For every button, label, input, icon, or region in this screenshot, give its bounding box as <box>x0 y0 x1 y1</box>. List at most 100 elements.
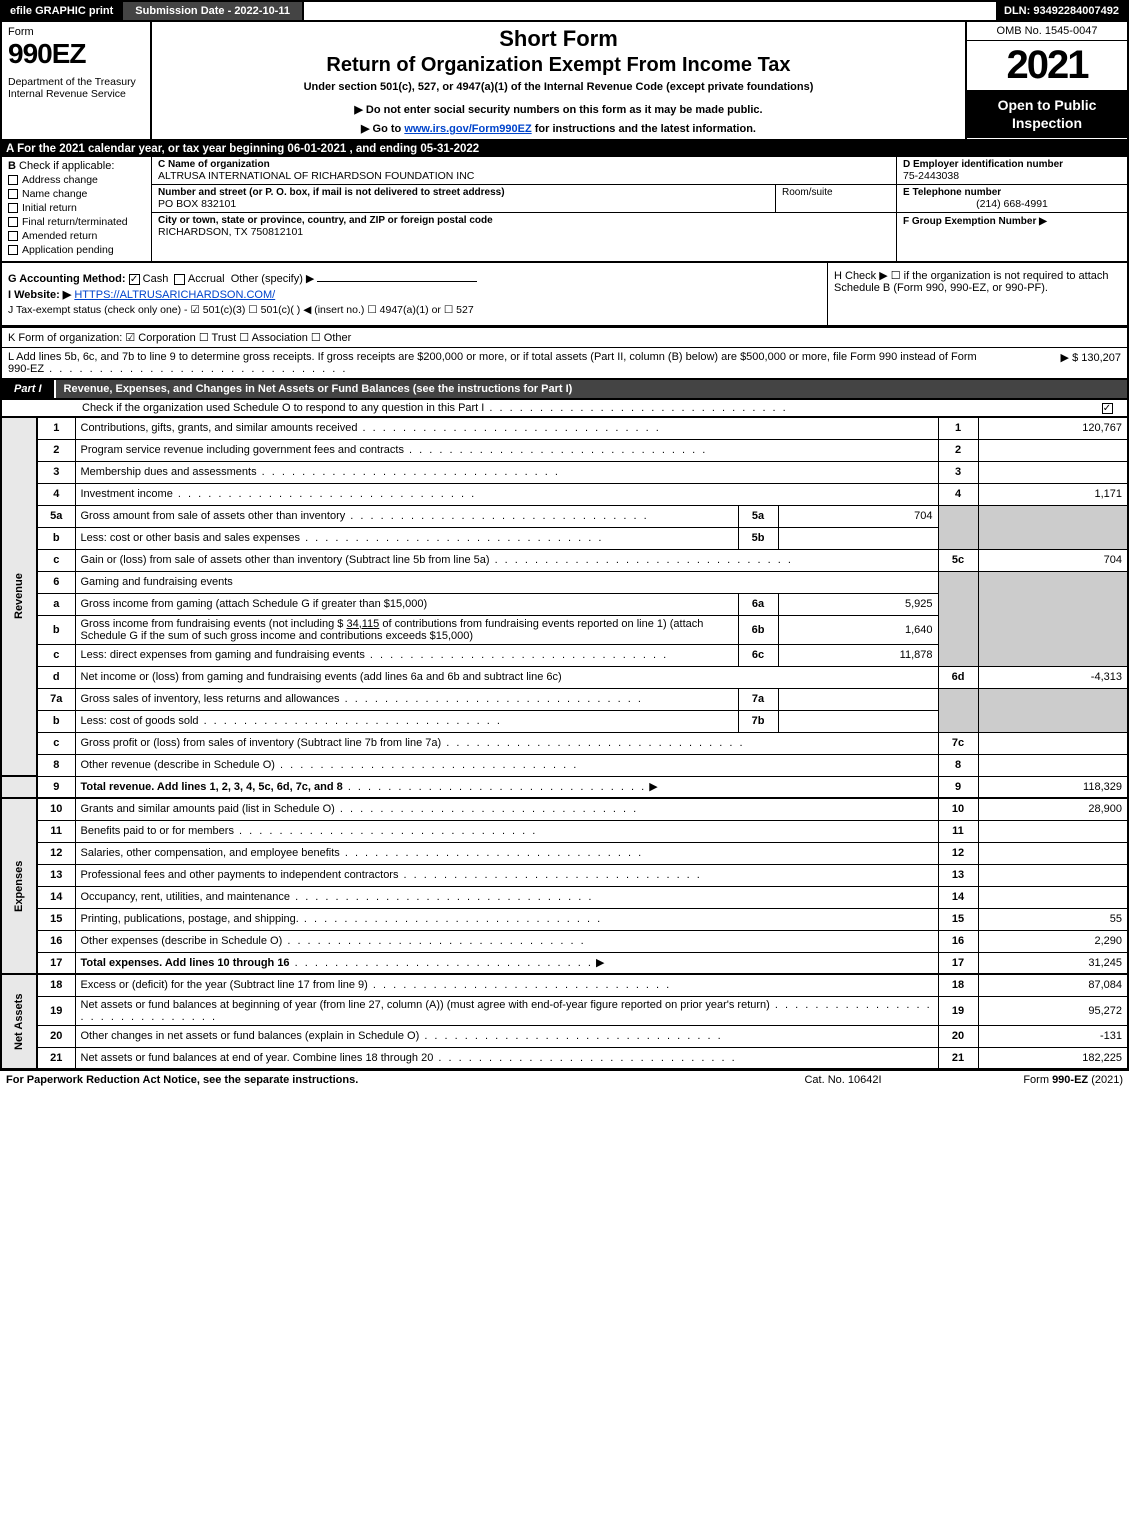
D-ein: D Employer identification number 75-2443… <box>897 157 1127 185</box>
E-tel: E Telephone number (214) 668-4991 <box>897 185 1127 213</box>
sublbl-6c: 6c <box>738 644 778 666</box>
efile-label[interactable]: efile GRAPHIC print <box>2 2 123 20</box>
desc-5a: Gross amount from sale of assets other t… <box>75 505 738 527</box>
desc-20: Other changes in net assets or fund bala… <box>75 1025 938 1047</box>
grp-lbl: F Group Exemption Number ▶ <box>903 216 1047 227</box>
opt-label: Name change <box>22 188 87 200</box>
ln-1: 1 <box>37 417 75 439</box>
ln-10: 10 <box>37 798 75 820</box>
ln-6c: c <box>37 644 75 666</box>
6b-pre: Gross income from fundraising events (no… <box>81 618 347 630</box>
num-20: 20 <box>938 1025 978 1047</box>
ln-14: 14 <box>37 886 75 908</box>
desc-9: Total revenue. Add lines 1, 2, 3, 4, 5c,… <box>75 776 938 798</box>
val-8 <box>978 754 1128 776</box>
ln-13: 13 <box>37 864 75 886</box>
subval-5a: 704 <box>778 505 938 527</box>
ln-20: 20 <box>37 1025 75 1047</box>
num-11: 11 <box>938 820 978 842</box>
opt-name-change[interactable]: Name change <box>8 188 145 200</box>
G-accrual: Accrual <box>188 273 225 285</box>
col-D: D Employer identification number 75-2443… <box>897 157 1127 261</box>
suite-lbl: Room/suite <box>782 187 833 198</box>
opt-address-change[interactable]: Address change <box>8 174 145 186</box>
num-10: 10 <box>938 798 978 820</box>
num-6d: 6d <box>938 666 978 688</box>
ck-schedO[interactable] <box>1102 403 1113 414</box>
shade-5v <box>978 505 1128 549</box>
opt-label: Final return/terminated <box>22 216 128 228</box>
ck-accrual[interactable] <box>174 274 185 285</box>
num-18: 18 <box>938 974 978 996</box>
c-name-lbl: C Name of organization <box>158 159 890 170</box>
val-16: 2,290 <box>978 930 1128 952</box>
opt-application-pending[interactable]: Application pending <box>8 244 145 256</box>
note-goto: ▶ Go to www.irs.gov/Form990EZ for instru… <box>160 122 957 135</box>
ln-7c: c <box>37 732 75 754</box>
C-suite: Room/suite <box>776 185 896 213</box>
header-center: Short Form Return of Organization Exempt… <box>152 22 967 139</box>
num-17: 17 <box>938 952 978 974</box>
val-17: 31,245 <box>978 952 1128 974</box>
city-lbl: City or town, state or province, country… <box>158 215 890 226</box>
desc-6d: Net income or (loss) from gaming and fun… <box>75 666 938 688</box>
ln-11: 11 <box>37 820 75 842</box>
subtitle: Under section 501(c), 527, or 4947(a)(1)… <box>160 81 957 93</box>
opt-label: Application pending <box>22 244 114 256</box>
F-group: F Group Exemption Number ▶ <box>897 213 1127 229</box>
opt-initial-return[interactable]: Initial return <box>8 202 145 214</box>
I-label: I Website: ▶ <box>8 289 71 301</box>
val-7c <box>978 732 1128 754</box>
num-13: 13 <box>938 864 978 886</box>
shade-7v <box>978 688 1128 732</box>
page-footer: For Paperwork Reduction Act Notice, see … <box>0 1070 1129 1089</box>
L-text: L Add lines 5b, 6c, and 7b to line 9 to … <box>8 351 1001 375</box>
sublbl-7a: 7a <box>738 688 778 710</box>
desc-7b: Less: cost of goods sold <box>75 710 738 732</box>
val-5c: 704 <box>978 549 1128 571</box>
dln-number: DLN: 93492284007492 <box>996 2 1127 20</box>
desc-13: Professional fees and other payments to … <box>75 864 938 886</box>
sublbl-7b: 7b <box>738 710 778 732</box>
desc-17: Total expenses. Add lines 10 through 16 … <box>75 952 938 974</box>
ln-2: 2 <box>37 439 75 461</box>
opt-final-return[interactable]: Final return/terminated <box>8 216 145 228</box>
ln-12: 12 <box>37 842 75 864</box>
desc-6b: Gross income from fundraising events (no… <box>75 615 738 644</box>
val-4: 1,171 <box>978 483 1128 505</box>
other-blank[interactable] <box>317 281 477 282</box>
desc-6a: Gross income from gaming (attach Schedul… <box>75 593 738 615</box>
val-19: 95,272 <box>978 996 1128 1025</box>
line-G: G Accounting Method: Cash Accrual Other … <box>8 272 821 285</box>
sublbl-5b: 5b <box>738 527 778 549</box>
tel-val: (214) 668-4991 <box>903 198 1121 210</box>
desc-5b: Less: cost or other basis and sales expe… <box>75 527 738 549</box>
val-14 <box>978 886 1128 908</box>
ln-21: 21 <box>37 1047 75 1069</box>
ln-5b: b <box>37 527 75 549</box>
street-lbl: Number and street (or P. O. box, if mail… <box>158 187 769 198</box>
desc-11: Benefits paid to or for members <box>75 820 938 842</box>
ck-cash[interactable] <box>129 274 140 285</box>
desc-12: Salaries, other compensation, and employ… <box>75 842 938 864</box>
line-H: H Check ▶ ☐ if the organization is not r… <box>834 269 1121 294</box>
top-bar: efile GRAPHIC print Submission Date - 20… <box>0 0 1129 22</box>
part1-subline: Check if the organization used Schedule … <box>0 400 1129 416</box>
opt-amended-return[interactable]: Amended return <box>8 230 145 242</box>
section-GHIJ: G Accounting Method: Cash Accrual Other … <box>0 263 1129 327</box>
footer-left: For Paperwork Reduction Act Notice, see … <box>6 1074 743 1086</box>
num-7c: 7c <box>938 732 978 754</box>
website-link[interactable]: HTTPS://ALTRUSARICHARDSON.COM/ <box>74 289 275 301</box>
irs-link[interactable]: www.irs.gov/Form990EZ <box>404 123 531 135</box>
num-5c: 5c <box>938 549 978 571</box>
desc-4: Investment income <box>75 483 938 505</box>
subval-6b: 1,640 <box>778 615 938 644</box>
shade-6v <box>978 571 1128 666</box>
sidebar-revenue-end <box>1 776 37 798</box>
note2-pre: ▶ Go to <box>361 123 404 135</box>
desc-3: Membership dues and assessments <box>75 461 938 483</box>
line-J: J Tax-exempt status (check only one) - ☑… <box>8 304 821 316</box>
desc-18: Excess or (deficit) for the year (Subtra… <box>75 974 938 996</box>
desc-15: Printing, publications, postage, and shi… <box>75 908 938 930</box>
num-4: 4 <box>938 483 978 505</box>
